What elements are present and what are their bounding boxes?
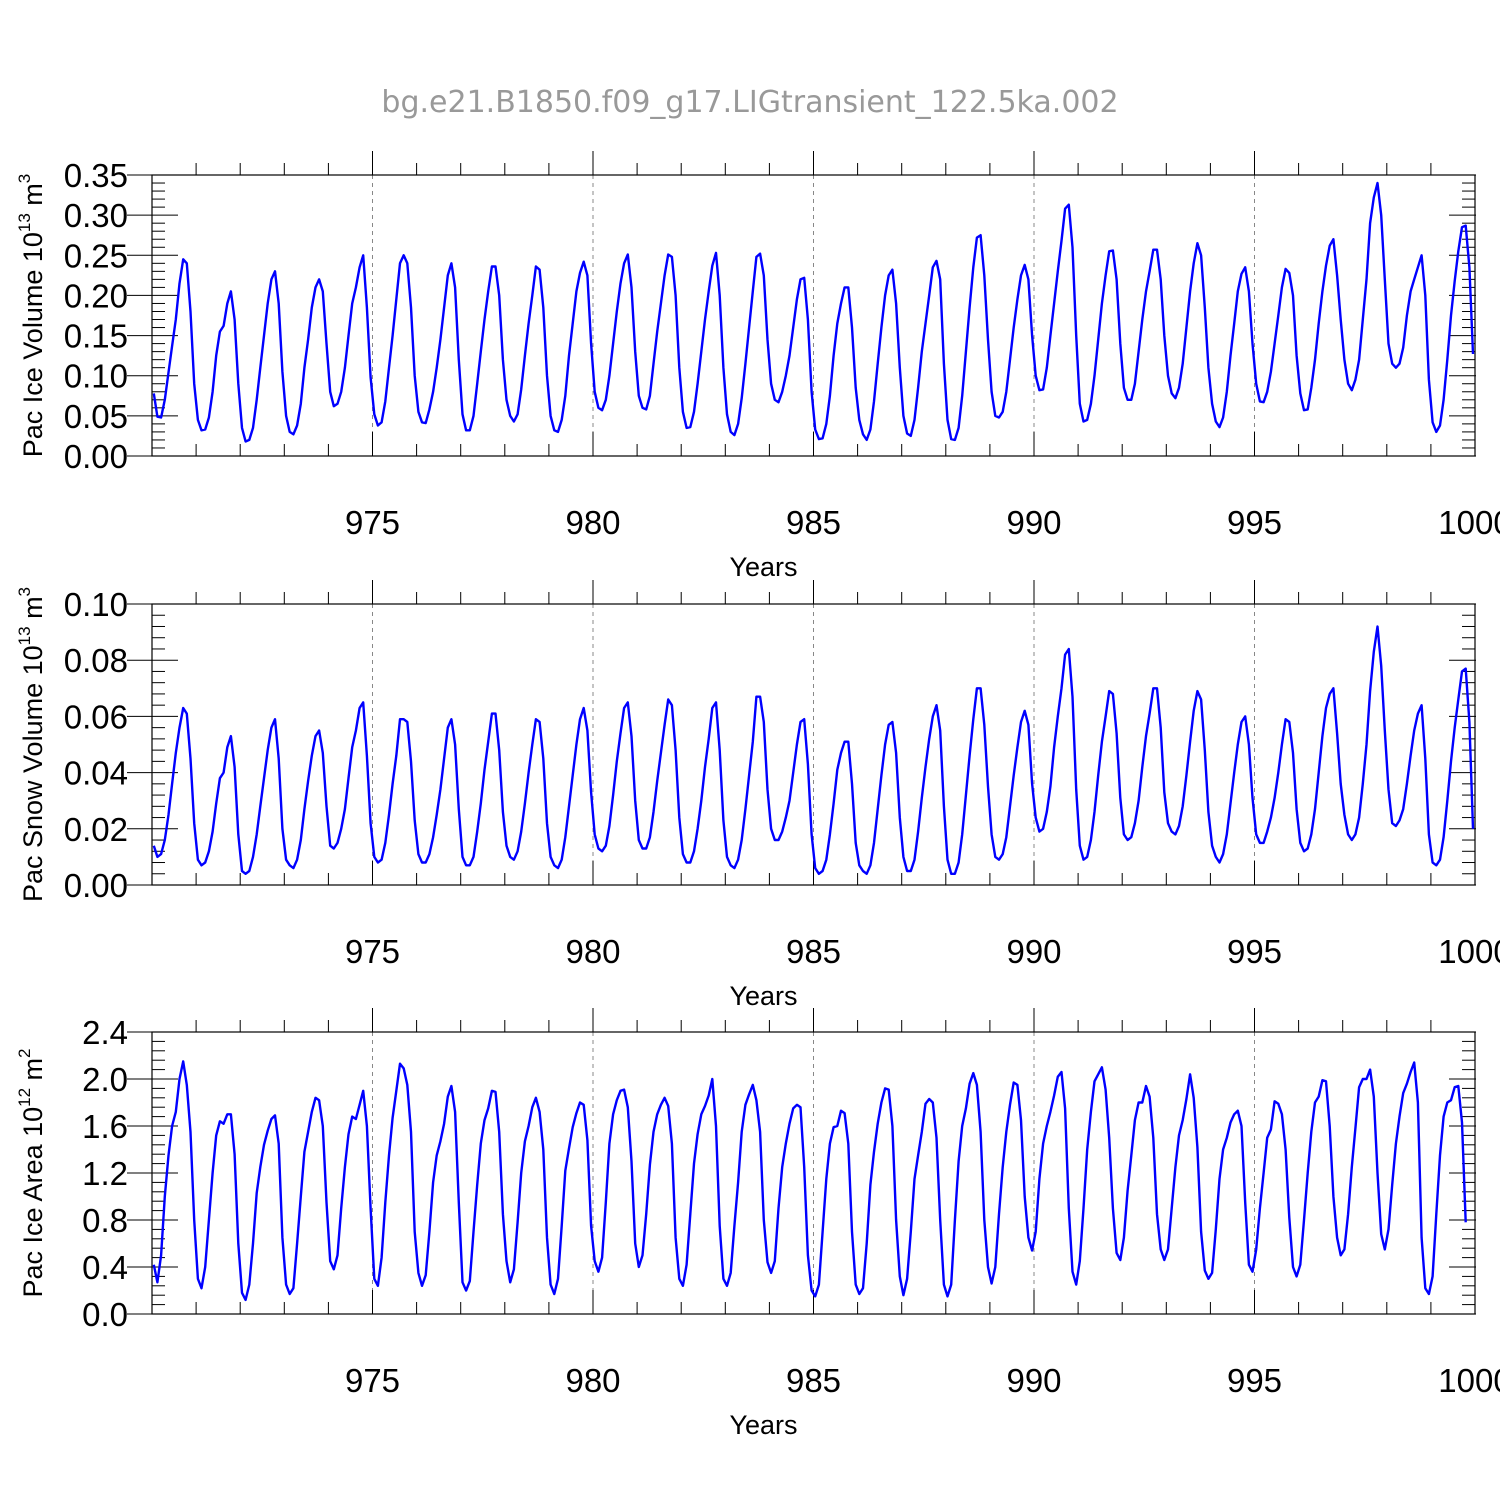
y-tick-label: 0.8 bbox=[82, 1202, 128, 1239]
x-tick-label: 980 bbox=[565, 1362, 620, 1399]
y-tick-label: 0.02 bbox=[64, 811, 128, 848]
y-axis-label-unit-exponent: 2 bbox=[15, 1048, 34, 1057]
y-axis-label-exponent: 12 bbox=[15, 1088, 34, 1107]
y-tick-label: 0.04 bbox=[64, 755, 128, 792]
plot-frame bbox=[151, 1031, 1476, 1315]
x-axis-label: Years bbox=[729, 1410, 797, 1440]
x-tick-label: 990 bbox=[1006, 1362, 1061, 1399]
figure-title: bg.e21.B1850.f09_g17.LIGtransient_122.5k… bbox=[381, 85, 1118, 120]
y-tick-label: 0.08 bbox=[64, 642, 128, 679]
y-axis-label-main: Pac Ice Volume 10 bbox=[18, 232, 48, 457]
series-line-1 bbox=[152, 1060, 1467, 1302]
chart-panel-1: 97598098599099510000.000.050.100.150.200… bbox=[15, 151, 1500, 582]
y-axis-label-unit: m bbox=[18, 596, 48, 626]
y-tick-label: 0.05 bbox=[64, 398, 128, 435]
y-tick-label: 0.0 bbox=[82, 1296, 128, 1333]
y-tick-label: 0.00 bbox=[64, 438, 128, 475]
x-tick-label: 990 bbox=[1006, 504, 1061, 541]
y-tick-label: 0.4 bbox=[82, 1249, 128, 1286]
x-tick-label: 975 bbox=[345, 1362, 400, 1399]
x-axis-label: Years bbox=[729, 552, 797, 582]
y-axis-label-unit: m bbox=[18, 183, 48, 213]
x-tick-label: 975 bbox=[345, 504, 400, 541]
x-tick-label: 975 bbox=[345, 933, 400, 970]
plot-frame bbox=[151, 603, 1476, 886]
panels: 97598098599099510000.000.050.100.150.200… bbox=[15, 151, 1500, 1440]
y-axis-label-unit-exponent: 3 bbox=[15, 587, 34, 596]
y-axis-label-exponent: 13 bbox=[15, 213, 34, 232]
y-axis-label-main: Pac Snow Volume 10 bbox=[18, 645, 48, 902]
series-line-1 bbox=[152, 181, 1475, 443]
x-tick-label: 995 bbox=[1227, 933, 1282, 970]
y-axis-label: Pac Snow Volume 1013 m3 bbox=[15, 587, 48, 902]
x-tick-label: 985 bbox=[786, 1362, 841, 1399]
y-axis-label: Pac Ice Volume 1013 m3 bbox=[15, 174, 48, 458]
x-tick-label: 985 bbox=[786, 504, 841, 541]
y-tick-label: 2.4 bbox=[82, 1014, 128, 1051]
y-axis-label-exponent: 13 bbox=[15, 626, 34, 645]
x-tick-label: 980 bbox=[565, 933, 620, 970]
y-axis-label-main: Pac Ice Area 10 bbox=[18, 1107, 48, 1298]
y-tick-label: 2.0 bbox=[82, 1061, 128, 1098]
y-tick-label: 0.10 bbox=[64, 586, 128, 623]
y-axis-label-unit: m bbox=[18, 1058, 48, 1088]
y-tick-label: 1.2 bbox=[82, 1155, 128, 1192]
x-tick-label: 985 bbox=[786, 933, 841, 970]
x-tick-label: 980 bbox=[565, 504, 620, 541]
y-axis-label-unit-exponent: 3 bbox=[15, 174, 34, 183]
x-tick-label: 995 bbox=[1227, 504, 1282, 541]
y-tick-label: 0.35 bbox=[64, 157, 128, 194]
y-tick-label: 1.6 bbox=[82, 1108, 128, 1145]
x-tick-label: 995 bbox=[1227, 1362, 1282, 1399]
y-tick-label: 0.00 bbox=[64, 867, 128, 904]
y-tick-label: 0.20 bbox=[64, 277, 128, 314]
plot-frame bbox=[151, 174, 1476, 457]
y-tick-label: 0.30 bbox=[64, 197, 128, 234]
x-axis-label: Years bbox=[729, 981, 797, 1011]
series-line-1 bbox=[152, 625, 1475, 875]
y-axis-label: Pac Ice Area 1012 m2 bbox=[15, 1048, 48, 1297]
y-tick-label: 0.25 bbox=[64, 237, 128, 274]
y-tick-label: 0.15 bbox=[64, 318, 128, 355]
y-tick-label: 0.10 bbox=[64, 358, 128, 395]
y-tick-label: 0.06 bbox=[64, 698, 128, 735]
x-tick-label: 990 bbox=[1006, 933, 1061, 970]
